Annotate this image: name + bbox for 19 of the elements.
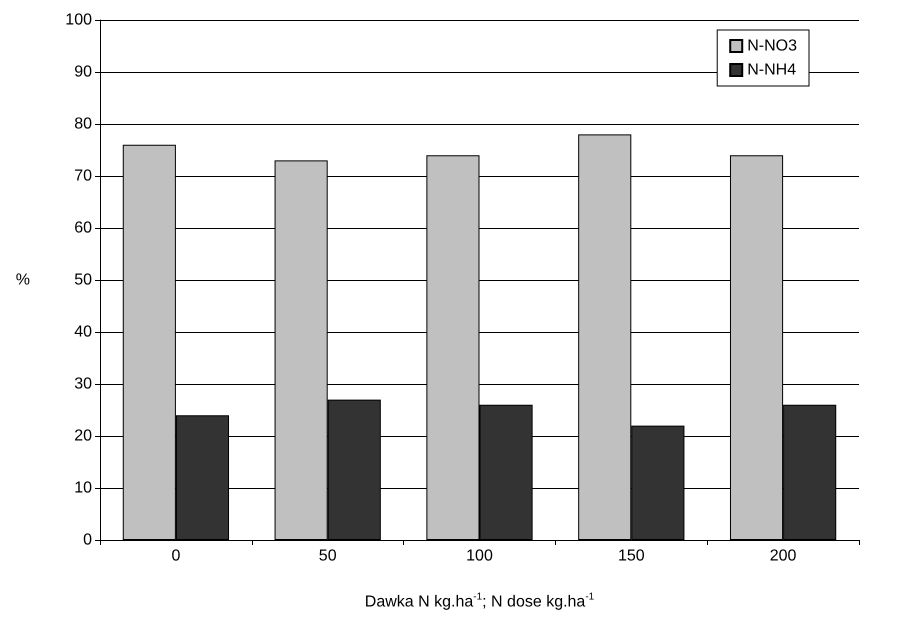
y-tick-label: 100 [65,12,92,28]
y-tick-label: 40 [74,324,92,340]
y-tick-label: 0 [83,532,92,548]
y-tick-label: 70 [74,168,92,184]
x-tick-label: 0 [171,548,180,564]
y-tick-label: 20 [74,428,92,444]
x-tick-label: 200 [770,548,797,564]
x-tick-label: 50 [318,548,337,564]
y-tick-label: 50 [74,272,92,288]
y-tick-label: 60 [74,220,92,236]
y-tick-label: 90 [74,64,92,80]
y-tick-label: 10 [74,480,92,496]
y-axis-title: % [16,272,30,288]
legend-label: N-NO3 [747,38,798,54]
y-tick-label: 30 [74,376,92,392]
y-tick-label: 80 [74,116,92,132]
x-tick-label: 150 [618,548,645,564]
x-tick-label: 100 [466,548,493,564]
legend-label: N-NH4 [747,62,796,78]
